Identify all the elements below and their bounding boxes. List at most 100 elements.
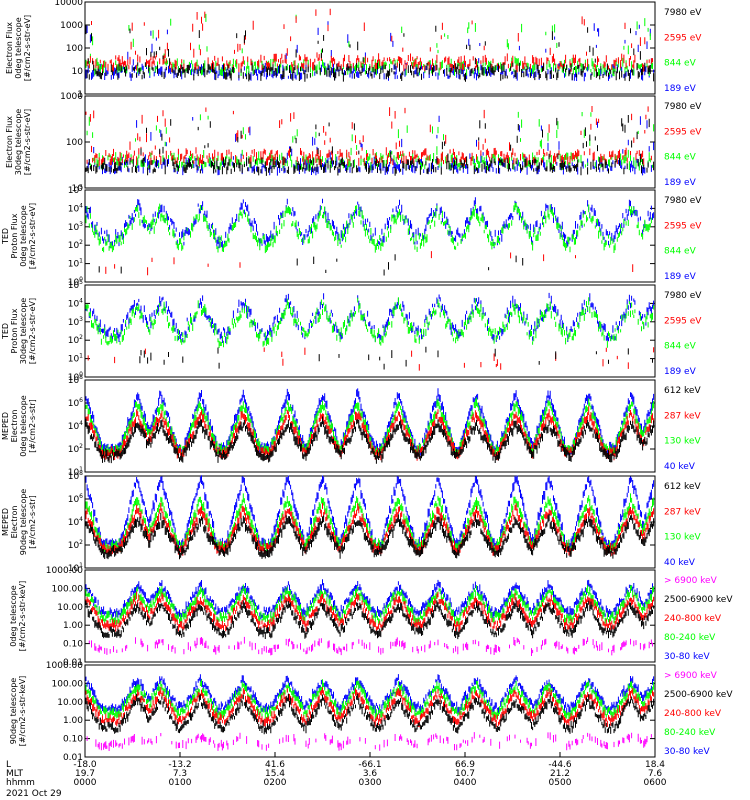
panel-frame [84,284,656,378]
trace-black [85,25,655,82]
y-tick-label: 100.00 [52,679,84,689]
x-tick-label: 41.6 [265,760,285,770]
x-tick-label: 0400 [454,778,477,788]
y-tick-label: 1000.00 [46,566,83,576]
y-tick-label: 100 [68,276,83,288]
x-tick-label: 0300 [359,778,382,788]
legend-entry: 189 eV [664,367,697,377]
y-axis-label: Proton Flux [10,213,19,258]
legend-entry: 40 keV [664,558,696,568]
panel-frame [84,569,656,663]
y-tick-label: 102 [68,239,83,251]
y-tick-label: 10.00 [57,603,83,613]
trace-red [105,251,634,276]
y-axis-label: [#/cm2-s-str-eV] [28,203,37,269]
trace-green [85,13,653,77]
y-axis-label: 0deg telescope [19,205,28,266]
x-tick-label: -66.1 [358,760,381,770]
x-tick-label: 10.7 [455,769,475,779]
legend-entry: 130 keV [664,437,701,447]
x-tick-label: 7.6 [648,769,663,779]
y-tick-label: 100 [66,138,83,148]
trace-black [85,693,655,735]
y-tick-label: 104 [68,516,83,528]
y-axis-label: 90deg telescope [19,489,28,556]
legend-entry: 189 eV [664,272,697,282]
legend-entry: 2595 eV [664,221,702,231]
x-tick-label: -18.0 [73,760,97,770]
y-tick-label: 0.10 [63,735,83,745]
y-axis-label: 30deg telescope [19,298,28,365]
x-row-label: hhmm [6,778,35,788]
legend-entry: 30-80 keV [664,747,710,757]
y-tick-label: 0.01 [63,753,83,763]
y-tick-label: 102 [68,443,83,455]
y-tick-label: 106 [68,493,83,505]
y-tick-label: 1000 [60,21,83,31]
y-tick-label: 104 [68,202,83,214]
x-tick-label: 0500 [549,778,572,788]
panel-5: 108 106 104 102 101 MEPED Electron 0deg telesco… [1,374,701,478]
y-tick-label: 101 [68,466,83,478]
x-tick-label: 0200 [264,778,287,788]
x-tick-label: 19.7 [75,769,95,779]
y-tick-label: 106 [68,397,83,409]
legend-entry: 287 keV [664,507,701,517]
legend-entry: 80-240 keV [664,633,716,643]
trace-black [85,416,655,464]
legend-entry: 30-80 keV [664,652,710,662]
legend-entry: 2595 eV [664,316,702,326]
trace-black [85,512,655,560]
trace-magenta [86,732,652,751]
panel-7: 1000.00 100.00 10.00 1.00 0.10 0.01 0deg teles… [9,566,733,668]
y-axis-label: Electron Flux [5,116,14,168]
x-tick-label: 3.6 [363,769,378,779]
y-axis-label: Electron Flux [5,22,14,74]
x-tick-label: 0000 [74,778,97,788]
y-tick-label: 1000.00 [46,661,83,671]
trace-black [98,254,524,276]
panel-4: 105 104 103 102 101 100 TED Proton Flux 30deg te… [1,279,702,383]
y-tick-label: 1 [77,90,83,100]
y-axis-label: [#/cm2-s-str-eV] [23,15,32,81]
trace-red [85,106,652,167]
legend-entry: 130 keV [664,533,701,543]
date-label: 2021 Oct 29 [6,789,62,799]
y-tick-label: 1.00 [63,621,83,631]
x-tick-label: 0100 [169,778,192,788]
panel-2: 1000 100 10 Electron Flux 30deg telescope [#/… [5,92,702,194]
trace-black [139,346,653,370]
trace-magenta [88,636,653,656]
trace-green [86,111,655,171]
legend-entry: 844 eV [664,247,697,257]
y-tick-label: 100 [68,371,83,383]
y-axis-label: Electron [10,506,19,539]
legend-entry: 287 keV [664,411,701,421]
x-tick-label: -44.6 [548,760,572,770]
legend-entry: > 6900 keV [664,576,718,586]
panel-frame [84,1,656,95]
y-axis-label: 90deg telescope [9,678,18,745]
y-tick-label: 108 [68,374,83,386]
y-tick-label: 1.00 [63,716,83,726]
y-tick-label: 10 [72,184,84,194]
trace-red [87,347,655,371]
legend-entry: 7980 eV [664,196,702,206]
panel-1: 10000 1000 100 10 1 Electron Flux 0deg telesco… [5,0,702,100]
y-tick-label: 101 [68,258,83,270]
y-axis-label: TED [1,323,10,340]
legend-entry: 2595 eV [664,127,702,137]
y-tick-label: 103 [68,221,83,233]
y-axis-label: 0deg telescope [19,395,28,456]
x-row-label: MLT [6,769,24,779]
panel-8: 1000.00 100.00 10.00 1.00 0.10 0.01 90deg tele… [9,661,733,763]
y-axis-label: MEPED [1,412,10,440]
legend-entry: 240-800 keV [664,614,722,624]
y-axis-label: [#/cm2-s-str-eV] [23,109,32,175]
y-tick-label: 105 [68,184,83,196]
trace-green [85,584,655,625]
panel-6: 108 106 104 102 101 MEPED Electron 90deg telesc… [1,470,701,574]
legend-entry: 2595 eV [664,33,702,43]
y-axis-label: [#/cm2-s-str-eV] [28,298,37,364]
